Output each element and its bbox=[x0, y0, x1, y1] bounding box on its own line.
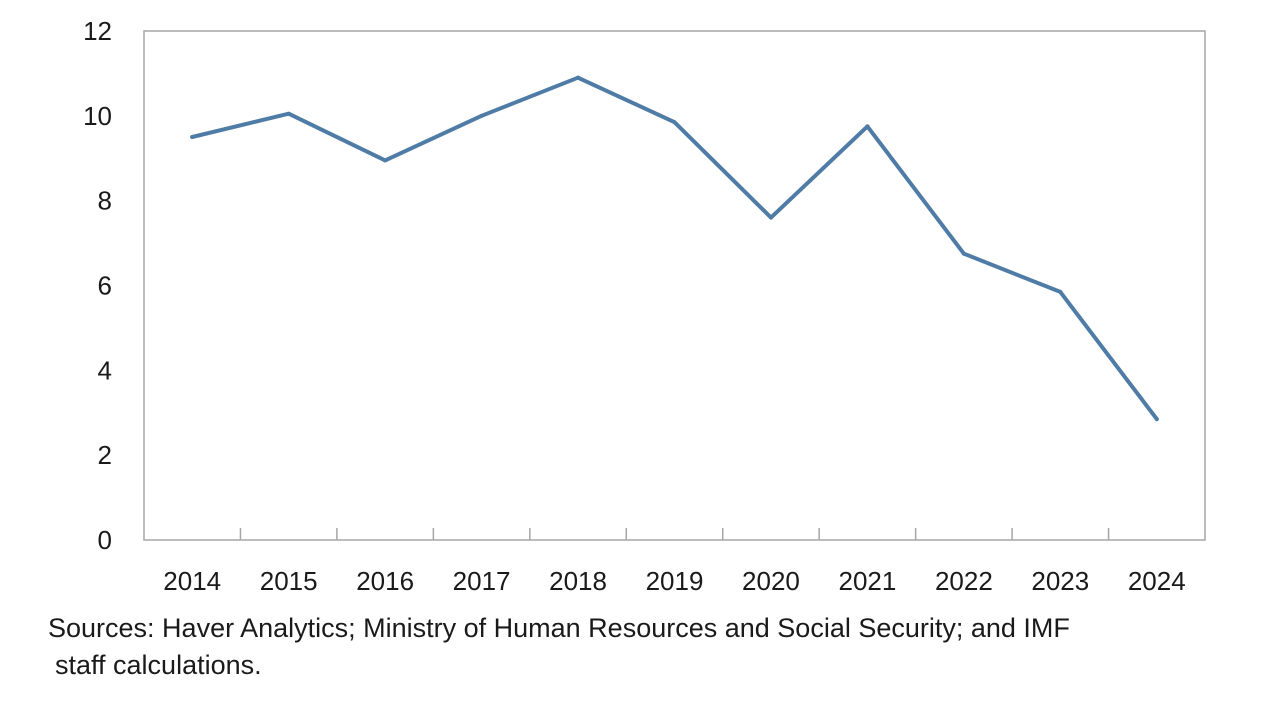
x-tick-label: 2015 bbox=[260, 566, 318, 596]
source-note: Sources: Haver Analytics; Ministry of Hu… bbox=[48, 610, 1248, 684]
data-point bbox=[286, 111, 291, 116]
data-point bbox=[383, 158, 388, 163]
x-tick-label: 2018 bbox=[549, 566, 607, 596]
x-tick-label: 2023 bbox=[1031, 566, 1089, 596]
series-line bbox=[190, 75, 1159, 422]
data-point bbox=[865, 124, 870, 129]
x-tick-label: 2024 bbox=[1128, 566, 1186, 596]
x-axis-ticks bbox=[239, 528, 1110, 540]
x-tick-label: 2022 bbox=[935, 566, 993, 596]
data-point bbox=[1154, 417, 1159, 422]
x-tick-label: 2020 bbox=[742, 566, 800, 596]
y-tick-label: 0 bbox=[98, 525, 112, 555]
data-point bbox=[479, 113, 484, 118]
x-tick-label: 2016 bbox=[356, 566, 414, 596]
source-line-1: Sources: Haver Analytics; Ministry of Hu… bbox=[48, 613, 1070, 643]
source-line-2: staff calculations. bbox=[55, 650, 262, 680]
data-point bbox=[961, 251, 966, 256]
y-tick-label: 6 bbox=[98, 271, 112, 301]
plot-border bbox=[143, 30, 1206, 541]
x-tick-label: 2019 bbox=[646, 566, 704, 596]
plot-frame bbox=[143, 30, 1206, 541]
data-point bbox=[576, 75, 581, 80]
y-tick-label: 10 bbox=[83, 101, 112, 131]
data-point bbox=[190, 135, 195, 140]
x-tick-label: 2021 bbox=[838, 566, 896, 596]
data-point bbox=[1058, 289, 1063, 294]
y-axis-labels: 0 2 4 6 8 10 12 bbox=[83, 16, 112, 555]
y-tick-label: 8 bbox=[98, 186, 112, 216]
x-axis-labels: 2014 2015 2016 2017 2018 2019 2020 2021 2022 2023… bbox=[163, 566, 1185, 596]
y-tick-label: 2 bbox=[98, 440, 112, 470]
x-tick-label: 2014 bbox=[163, 566, 221, 596]
series-group bbox=[190, 75, 1159, 422]
y-tick-label: 12 bbox=[83, 16, 112, 46]
data-point bbox=[672, 120, 677, 125]
x-tick-label: 2017 bbox=[453, 566, 511, 596]
data-point bbox=[768, 215, 773, 220]
y-tick-label: 4 bbox=[98, 355, 112, 385]
